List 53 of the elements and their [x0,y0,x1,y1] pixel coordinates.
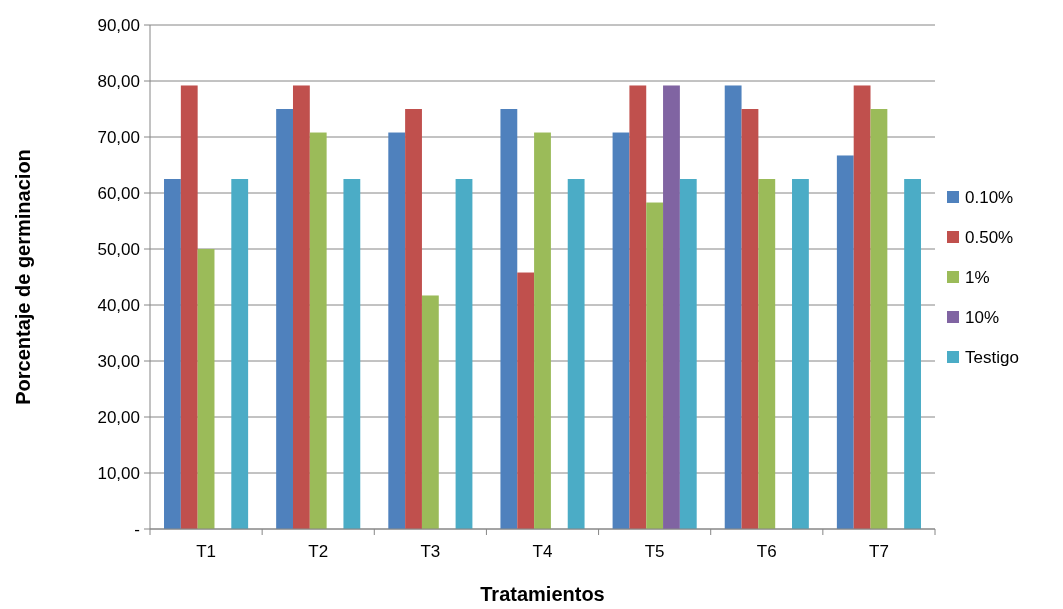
bar [164,179,181,529]
x-tick-label: T3 [420,542,441,561]
bar [679,179,697,529]
y-tick-label: 10,00 [97,463,140,483]
bar [500,109,518,529]
legend-label: 0.10% [965,187,1014,207]
bar [724,85,742,529]
bar [517,272,535,529]
y-tick-label: 30,00 [97,351,140,371]
bar [455,179,473,529]
bar [309,132,327,529]
bar [741,109,759,529]
bar [421,295,439,529]
bar [292,85,310,529]
bar [758,179,776,529]
legend-label: 0.50% [965,227,1014,247]
y-tick-label: 50,00 [97,239,140,259]
y-axis-title: Porcentaje de germinacion [12,149,34,405]
bar [853,85,871,529]
bar [197,249,215,529]
bar [836,155,854,529]
bar [663,85,680,529]
x-axis-title: Tratamientos [480,583,605,605]
bar [276,109,293,529]
x-tick-label: T7 [869,542,889,561]
legend-label: 1% [965,267,990,287]
bar [534,132,551,529]
y-tick-label: - [134,519,140,539]
bar [792,179,809,529]
bar [904,179,921,529]
x-tick-label: T2 [308,542,329,561]
y-tick-label: 20,00 [97,407,140,427]
x-tick-label: T4 [532,542,553,561]
x-tick-label: T6 [756,542,777,561]
y-tick-label: 80,00 [97,71,140,91]
bar [567,179,585,529]
bar [612,132,630,529]
bar [343,179,361,529]
y-tick-label: 40,00 [97,295,140,315]
y-tick-label: 90,00 [97,15,140,35]
bar [180,85,198,529]
bar [646,202,664,529]
x-tick-label: T5 [644,542,665,561]
bar [629,85,647,529]
bar [231,179,249,529]
bar [405,109,422,529]
bar [388,132,406,529]
y-tick-label: 70,00 [97,127,140,147]
y-tick-label: 60,00 [97,183,140,203]
x-tick-label: T1 [196,542,216,561]
legend-label: Testigo [965,347,1019,367]
bar [870,109,888,529]
legend-label: 10% [965,307,1000,327]
